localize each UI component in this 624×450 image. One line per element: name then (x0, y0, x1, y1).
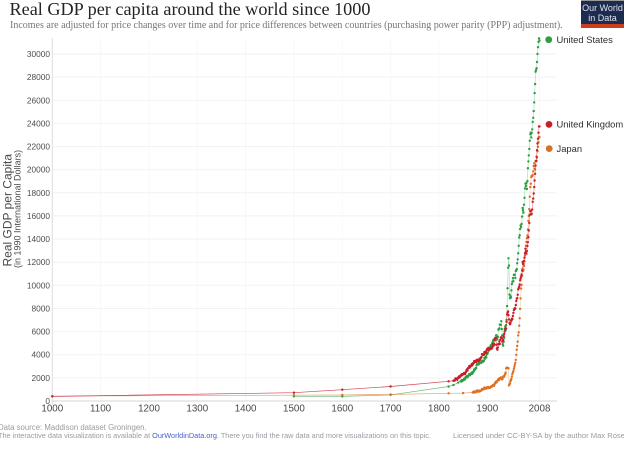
svg-text:1100: 1100 (90, 403, 112, 414)
svg-text:1400: 1400 (235, 403, 257, 414)
svg-text:1000: 1000 (41, 403, 63, 414)
svg-text:1300: 1300 (186, 403, 208, 414)
svg-text:1800: 1800 (428, 403, 450, 414)
svg-text:(in 1990 International Dollars: (in 1990 International Dollars) (13, 150, 23, 268)
svg-text:1600: 1600 (331, 403, 353, 414)
svg-text:1900: 1900 (476, 403, 498, 414)
svg-text:28000: 28000 (27, 72, 50, 82)
svg-text:2000: 2000 (32, 373, 51, 383)
svg-text:United States: United States (557, 34, 614, 45)
svg-text:6000: 6000 (32, 327, 51, 337)
svg-text:United Kingdom: United Kingdom (557, 119, 624, 130)
svg-text:4000: 4000 (32, 350, 51, 360)
svg-text:8000: 8000 (32, 304, 51, 314)
svg-text:Japan: Japan (557, 143, 583, 154)
svg-text:10000: 10000 (27, 280, 50, 290)
svg-text:Real GDP per Capita: Real GDP per Capita (1, 154, 15, 267)
svg-text:1500: 1500 (283, 403, 305, 414)
svg-text:20000: 20000 (27, 165, 50, 175)
svg-text:26000: 26000 (27, 95, 50, 105)
svg-text:1700: 1700 (380, 403, 402, 414)
svg-text:30000: 30000 (27, 49, 50, 59)
svg-text:12000: 12000 (27, 257, 50, 267)
svg-text:1200: 1200 (138, 403, 160, 414)
svg-text:24000: 24000 (27, 118, 50, 128)
svg-text:18000: 18000 (27, 188, 50, 198)
svg-text:0: 0 (45, 396, 50, 406)
svg-text:2008: 2008 (529, 403, 551, 414)
svg-text:22000: 22000 (27, 142, 50, 152)
svg-text:16000: 16000 (27, 211, 50, 221)
svg-text:14000: 14000 (27, 234, 50, 244)
